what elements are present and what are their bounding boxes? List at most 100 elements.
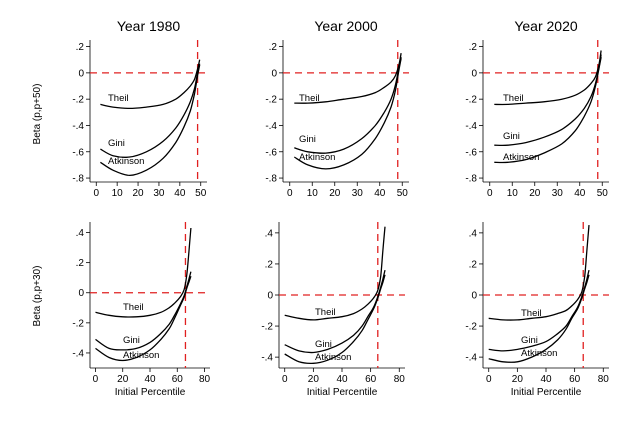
x-tick-label: 40 bbox=[374, 188, 386, 199]
y-tick-label: .4 bbox=[469, 228, 478, 239]
panel-4: .4 .2 0 -.2 -.4 0 20 40 60 80 Initial Percentile Th… bbox=[72, 222, 211, 398]
x-tick-label: 60 bbox=[172, 374, 184, 385]
series-theil-line bbox=[95, 227, 192, 318]
x-tick-label: 20 bbox=[512, 374, 524, 385]
y-tick-label: -.6 bbox=[265, 147, 277, 158]
y-tick-label: -.6 bbox=[465, 147, 477, 158]
x-tick-label: 20 bbox=[117, 374, 129, 385]
panel-6: .4 .2 0 -.2 -.4 0 20 40 60 80 Initial Percentile Th… bbox=[465, 222, 609, 398]
panel-2: Year 2000 .2 0 -.2 -.4 -.6 -.8 0 10 20 30 40 50 Theil… bbox=[265, 18, 409, 199]
series-theil-label: Theil bbox=[521, 308, 542, 319]
series-theil-label: Theil bbox=[299, 93, 320, 104]
x-tick-label: 30 bbox=[153, 188, 165, 199]
x-tick-label: 60 bbox=[569, 374, 581, 385]
series-atkinson-line bbox=[494, 57, 602, 164]
x-tick-label: 40 bbox=[144, 374, 156, 385]
y-tick-label: 0 bbox=[267, 291, 273, 302]
panel-title: Year 1980 bbox=[117, 18, 181, 34]
y-tick-label: .2 bbox=[469, 42, 478, 53]
y-tick-label: .2 bbox=[269, 42, 278, 53]
x-tick-label: 80 bbox=[394, 374, 406, 385]
y-tick-label: -.2 bbox=[465, 322, 477, 333]
y-tick-label: .2 bbox=[469, 259, 478, 270]
y-tick-label: -.2 bbox=[265, 95, 277, 106]
x-tick-label: 30 bbox=[352, 188, 364, 199]
series-atkinson-line bbox=[100, 64, 201, 177]
series-theil-label: Theil bbox=[315, 307, 336, 318]
series-atkinson-label: Atkinson bbox=[521, 348, 557, 359]
x-tick-label: 40 bbox=[174, 188, 186, 199]
x-tick-label: 80 bbox=[199, 374, 211, 385]
x-tick-label: 40 bbox=[540, 374, 552, 385]
series-gini-label: Gini bbox=[123, 335, 140, 346]
y-tick-label: -.6 bbox=[72, 147, 84, 158]
x-tick-label: 30 bbox=[552, 188, 564, 199]
series-theil-label: Theil bbox=[123, 302, 144, 313]
series-atkinson-label: Atkinson bbox=[503, 152, 539, 163]
y-tick-label: 0 bbox=[78, 68, 84, 79]
x-tick-label: 0 bbox=[93, 188, 99, 199]
x-tick-label: 50 bbox=[195, 188, 207, 199]
row-1-ylabel: Beta (p,p+50) bbox=[32, 84, 43, 145]
x-tick-label: 20 bbox=[308, 374, 320, 385]
y-tick-label: -.4 bbox=[72, 348, 84, 359]
x-tick-label: 50 bbox=[597, 188, 609, 199]
x-tick-label: 40 bbox=[574, 188, 586, 199]
x-tick-label: 0 bbox=[487, 188, 493, 199]
x-tick-label: 10 bbox=[112, 188, 124, 199]
panel-title: Year 2020 bbox=[514, 18, 578, 34]
x-tick-label: 0 bbox=[486, 374, 492, 385]
series-theil-line bbox=[284, 226, 386, 321]
series-atkinson-label: Atkinson bbox=[123, 350, 159, 361]
y-tick-label: -.8 bbox=[72, 174, 84, 185]
x-tick-label: 10 bbox=[307, 188, 319, 199]
y-tick-label: 0 bbox=[471, 68, 477, 79]
y-tick-label: 0 bbox=[78, 288, 84, 299]
y-tick-label: -.4 bbox=[261, 353, 273, 364]
x-tick-label: 80 bbox=[598, 374, 610, 385]
x-axis-label: Initial Percentile bbox=[115, 387, 186, 398]
y-tick-label: 0 bbox=[471, 291, 477, 302]
y-tick-label: .4 bbox=[265, 228, 274, 239]
series-atkinson-line bbox=[293, 58, 402, 170]
y-tick-label: 0 bbox=[271, 68, 277, 79]
row-2-ylabel: Beta (p,p+30) bbox=[32, 266, 43, 327]
y-tick-label: -.4 bbox=[72, 121, 84, 132]
x-tick-label: 0 bbox=[287, 188, 293, 199]
x-tick-label: 10 bbox=[507, 188, 519, 199]
y-tick-label: -.2 bbox=[261, 322, 273, 333]
y-tick-label: .2 bbox=[76, 42, 85, 53]
panel-title: Year 2000 bbox=[314, 18, 378, 34]
series-atkinson-label: Atkinson bbox=[299, 152, 335, 163]
series-gini-line bbox=[100, 63, 201, 158]
x-axis-label: Initial Percentile bbox=[307, 387, 378, 398]
y-tick-label: .4 bbox=[76, 228, 85, 239]
y-tick-label: -.8 bbox=[465, 174, 477, 185]
panel-5: .4 .2 0 -.2 -.4 0 20 40 60 80 Initial Percentile Th… bbox=[261, 222, 405, 398]
panel-1: Year 1980 .2 0 -.2 -.4 -.6 -.8 0 10 20 30 40 50 Theil… bbox=[72, 18, 207, 199]
series-gini-label: Gini bbox=[299, 134, 316, 145]
series-theil-label: Theil bbox=[503, 93, 524, 104]
series-gini-label: Gini bbox=[521, 335, 538, 346]
y-tick-label: -.2 bbox=[465, 95, 477, 106]
series-atkinson-line bbox=[284, 274, 386, 365]
panel-3: Year 2020 .2 0 -.2 -.4 -.6 -.8 0 10 20 30 40 50 Theil… bbox=[465, 18, 609, 199]
panels: Year 1980 .2 0 -.2 -.4 -.6 -.8 0 10 20 30 40 50 Theil… bbox=[72, 18, 609, 398]
series-theil-line bbox=[100, 59, 201, 110]
series-theil-label: Theil bbox=[108, 93, 129, 104]
y-tick-label: .2 bbox=[76, 258, 85, 269]
y-tick-label: -.4 bbox=[465, 121, 477, 132]
y-tick-label: -.8 bbox=[265, 174, 277, 185]
x-tick-label: 20 bbox=[329, 188, 341, 199]
x-tick-label: 60 bbox=[365, 374, 377, 385]
x-tick-label: 40 bbox=[336, 374, 348, 385]
series-theil-line bbox=[488, 225, 590, 321]
series-gini-label: Gini bbox=[108, 138, 125, 149]
series-atkinson-line bbox=[488, 274, 590, 363]
x-tick-label: 20 bbox=[529, 188, 541, 199]
x-tick-label: 20 bbox=[132, 188, 144, 199]
y-tick-label: -.4 bbox=[265, 121, 277, 132]
y-tick-label: .2 bbox=[265, 259, 274, 270]
series-atkinson-label: Atkinson bbox=[315, 352, 351, 363]
